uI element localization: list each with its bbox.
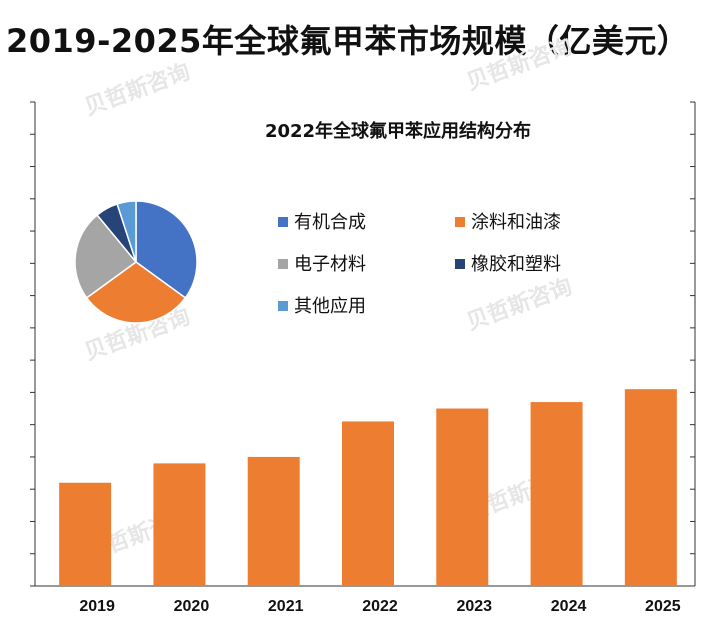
bar-2020 [153, 463, 206, 586]
legend-swatch-0 [278, 217, 288, 227]
legend-label-3: 橡胶和塑料 [471, 254, 561, 275]
inset-pie-title: 2022年全球氟甲苯应用结构分布 [265, 120, 531, 142]
pie-chart [74, 200, 198, 324]
legend-swatch-2 [278, 259, 288, 269]
legend-swatch-1 [455, 217, 465, 227]
x-tick-labels: 2019 2020 2021 2022 2023 2024 2025 [79, 598, 680, 615]
x-tick-label-2025: 2025 [645, 598, 681, 615]
pie-slice-1 [85, 261, 187, 324]
watermark-text: 贝哲斯咨询 [81, 59, 193, 121]
x-tick-label-2024: 2024 [551, 598, 587, 615]
bar-2022 [342, 421, 394, 586]
x-tick-label-2020: 2020 [174, 598, 210, 615]
x-tick-label-2023: 2023 [456, 598, 492, 615]
legend-label-2: 电子材料 [294, 254, 366, 275]
bar-2019 [59, 482, 112, 586]
legend-label-0: 有机合成 [294, 212, 366, 233]
watermark-text: 贝哲斯咨询 [463, 274, 575, 336]
x-tick-label-2022: 2022 [362, 598, 398, 615]
x-tick-label-2019: 2019 [79, 598, 115, 615]
pie-slice-0 [135, 200, 198, 299]
watermark-text: 贝哲斯咨询 [463, 34, 575, 96]
x-tick-label-2021: 2021 [268, 598, 304, 615]
pie-slice-2 [74, 213, 138, 299]
bar-2025 [624, 389, 677, 586]
legend-swatch-4 [278, 301, 288, 311]
legend-label-4: 其他应用 [294, 296, 366, 317]
bar-2021 [247, 456, 300, 586]
bar-2023 [436, 408, 489, 586]
bar-2024 [530, 402, 583, 586]
pie-slice-4 [116, 200, 137, 263]
chart-title: 2019-2025年全球氟甲苯市场规模（亿美元） [6, 22, 690, 60]
legend-label-1: 涂料和油漆 [471, 212, 561, 233]
bar-series [59, 389, 677, 586]
legend-swatch-3 [455, 259, 465, 269]
